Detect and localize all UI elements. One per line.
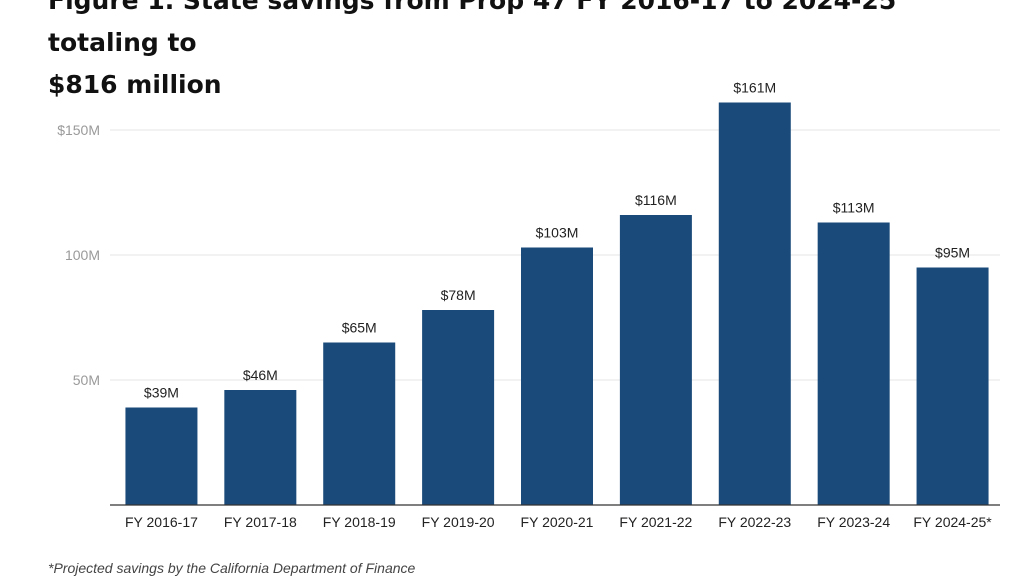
x-tick-label: FY 2020-21 xyxy=(521,514,594,530)
data-label: $78M xyxy=(441,287,476,303)
bar xyxy=(521,247,593,505)
data-label: $161M xyxy=(733,80,776,96)
x-tick-label: FY 2017-18 xyxy=(224,514,297,530)
x-tick-label: FY 2023-24 xyxy=(817,514,890,530)
data-label: $39M xyxy=(144,385,179,401)
bar xyxy=(224,390,297,505)
y-tick-label: $150M xyxy=(57,122,100,138)
x-tick-label: FY 2016-17 xyxy=(125,514,198,530)
y-tick-label: 100M xyxy=(65,247,100,263)
footnote: *Projected savings by the California Dep… xyxy=(48,560,416,576)
bar xyxy=(323,342,396,505)
data-label: $65M xyxy=(342,320,377,336)
y-axis-ticks: 50M 100M $150M xyxy=(57,122,100,388)
x-tick-label: FY 2021-22 xyxy=(619,514,692,530)
data-label: $113M xyxy=(833,200,875,216)
bar xyxy=(817,222,890,505)
bars xyxy=(125,102,989,505)
data-label: $103M xyxy=(536,225,579,241)
bar xyxy=(422,310,495,505)
data-label: $46M xyxy=(243,367,278,383)
x-tick-label: FY 2018-19 xyxy=(323,514,396,530)
chart-title-line2: $816 million xyxy=(48,70,222,99)
x-axis-labels: FY 2016-17 FY 2017-18 FY 2018-19 FY 2019-20… xyxy=(125,514,992,530)
bar xyxy=(125,407,198,505)
x-tick-label: FY 2019-20 xyxy=(422,514,495,530)
data-label: $116M xyxy=(635,192,677,208)
data-label: $95M xyxy=(935,245,970,261)
y-tick-label: 50M xyxy=(73,372,100,388)
bar xyxy=(916,267,989,505)
chart-title: Figure 1. State savings from Prop 47 FY … xyxy=(48,0,1008,106)
x-tick-label: FY 2022-23 xyxy=(718,514,791,530)
bar xyxy=(718,102,791,505)
data-labels: $39M $46M $65M $78M $103M $116M $161M $113M $95M xyxy=(144,80,970,401)
chart-title-line1: Figure 1. State savings from Prop 47 FY … xyxy=(48,0,897,57)
x-tick-label: FY 2024-25* xyxy=(913,514,992,530)
bar xyxy=(619,215,692,505)
